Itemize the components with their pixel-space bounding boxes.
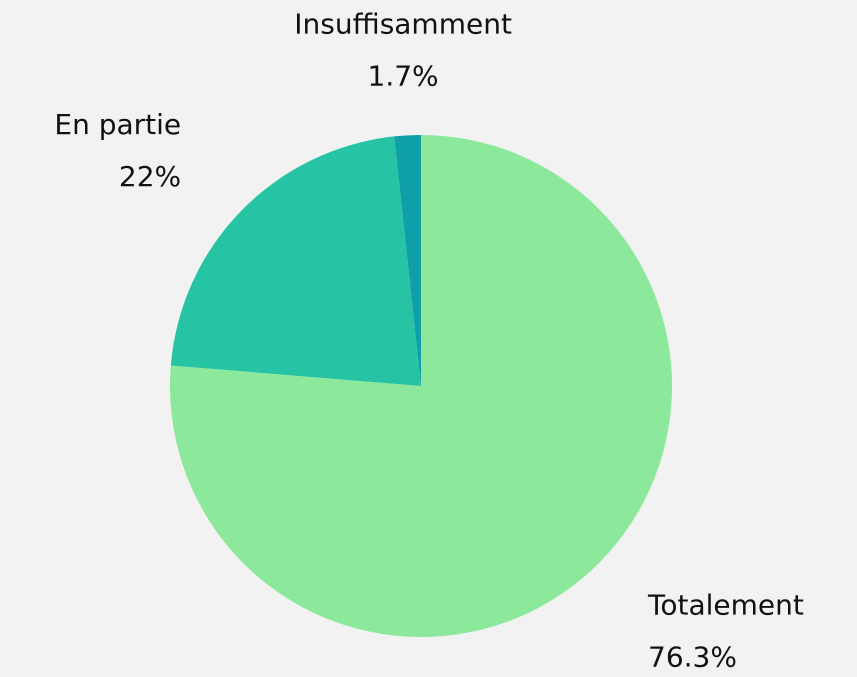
slice-label: En partie (54, 108, 181, 141)
slice-value-label: 1.7% (368, 59, 439, 92)
pie-slice (170, 136, 421, 386)
slice-label: Totalement (647, 588, 804, 621)
pie-slice (394, 135, 421, 386)
pie-slice (169, 135, 673, 638)
slice-value-label: 76.3% (648, 640, 737, 673)
slice-label: Insuffisamment (294, 7, 512, 40)
slice-value-label: 22% (119, 160, 181, 193)
